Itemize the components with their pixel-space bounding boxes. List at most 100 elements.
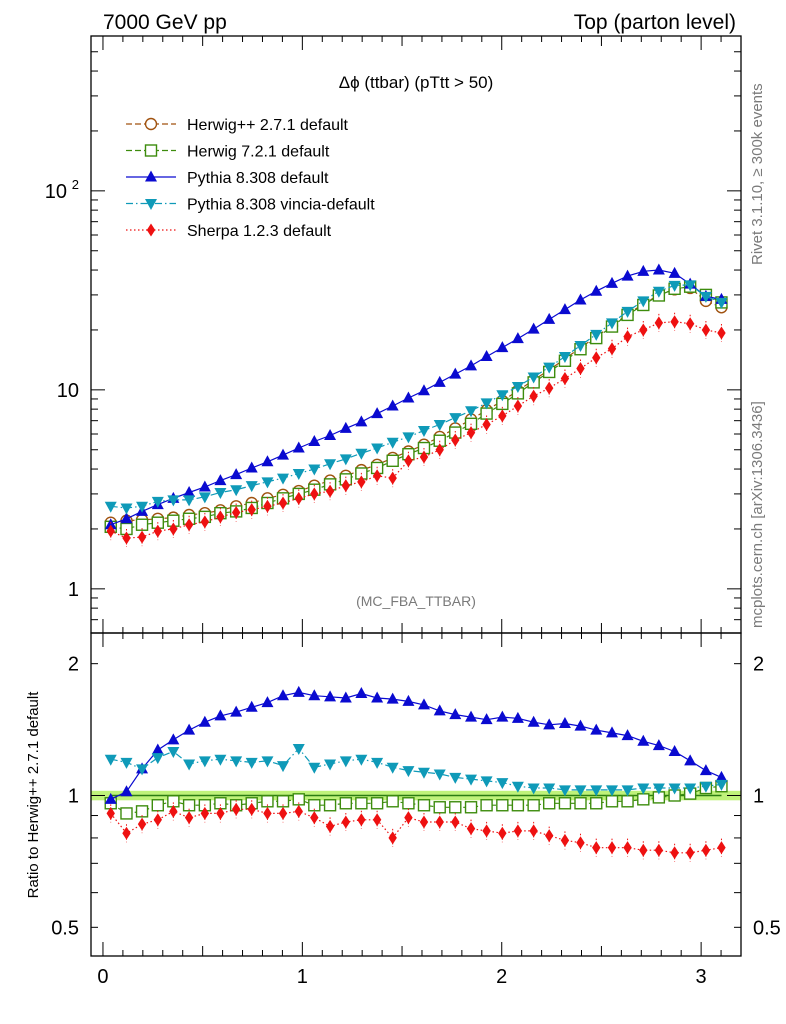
ratio-series-3-point [198, 756, 211, 768]
mcplots-label: mcplots.cern.ch [arXiv:1306.3436] [749, 401, 766, 628]
main-series-3-point [511, 381, 524, 393]
ratio-series-3-point [496, 778, 509, 790]
main-series-2-point [590, 284, 603, 296]
main-series-2-point [465, 359, 478, 371]
ratio-series-4-point [685, 846, 695, 860]
main-series-2-point [230, 468, 243, 480]
ratio-series-4-point [137, 817, 147, 831]
main-series-4-point [372, 469, 382, 483]
ratio-series-2-point [308, 689, 321, 701]
main-series-2-point [386, 399, 399, 411]
main-series-4-point [106, 524, 115, 538]
ratio-series-1-point [355, 797, 368, 810]
ratio-series-2-point [230, 705, 243, 717]
main-series-3-point [699, 291, 712, 303]
main-series-4-point [137, 530, 147, 544]
ratio-series-3-point [214, 754, 227, 766]
main-series-4-line [110, 321, 722, 539]
ratio-series-2-point [183, 723, 196, 735]
main-series-3-point [715, 297, 728, 309]
main-series-2-point [480, 350, 493, 362]
main-series-2-point [449, 367, 462, 379]
main-series-4-point [717, 326, 726, 340]
main-series-2-point [668, 266, 681, 278]
ratio-series-3-point [245, 757, 258, 769]
ratio-series-3-point [465, 774, 478, 786]
ratio-series-1-point [433, 801, 446, 814]
main-series-3-point [230, 485, 243, 497]
main-series-4-point [670, 315, 679, 329]
ratio-series-2-point [480, 713, 493, 725]
main-series-3-point [543, 362, 556, 374]
ratio-series-2-point [277, 689, 290, 701]
ratio-series-2-point [637, 734, 650, 746]
ratio-series-3-point [449, 772, 462, 784]
ratio-series-1-point [120, 807, 133, 820]
ratio-series-1-point [261, 795, 274, 808]
main-series-2-point [543, 312, 556, 324]
main-series-4-point [685, 317, 695, 331]
main-series-3-point [590, 329, 603, 341]
main-series-layer [104, 263, 728, 548]
ratio-series-2-point [699, 764, 712, 776]
ratio-series-2-point [527, 715, 540, 727]
main-series-3-point [605, 318, 618, 330]
main-series-3-point [261, 477, 274, 489]
ratio-series-3-point [621, 785, 634, 797]
ratio-series-2-point [339, 691, 352, 703]
ratio-series-4-point [623, 841, 632, 855]
ratio-series-3-line [110, 747, 722, 791]
ratio-series-4-point [388, 831, 397, 845]
legend-marker [144, 144, 158, 157]
ratio-series-3-point [261, 756, 274, 768]
main-series-2-point [417, 384, 430, 396]
main-series-3-point [558, 352, 571, 364]
legend-label: Sherpa 1.2.3 default [187, 223, 332, 240]
ratio-series-1-point [511, 799, 525, 812]
ratio-series-2-point [324, 690, 337, 702]
main-series-4-point [263, 499, 272, 513]
ratio-ytick-label-right: 1 [753, 785, 764, 807]
ratio-series-2-point [652, 739, 665, 751]
ratio-series-4-point [310, 811, 319, 825]
ratio-series-2-point [402, 694, 415, 706]
ratio-series-2-point [386, 692, 399, 704]
ratio-series-4-point [169, 804, 178, 818]
main-series-4-point [435, 443, 444, 457]
main-series-3-point [167, 495, 180, 507]
main-series-3-point [386, 437, 399, 449]
main-series-3-point [496, 390, 509, 402]
main-series-2-point [605, 276, 618, 288]
main-series-2-point [527, 322, 540, 334]
main-series-4-point [325, 484, 335, 498]
ratio-series-4-point [498, 826, 507, 840]
ratio-series-4-point [247, 802, 256, 816]
ratio-series-1-point [276, 795, 290, 808]
ratio-frame [90, 632, 742, 957]
ratio-series-3-point [371, 757, 384, 769]
ratio-series-3-point [402, 766, 415, 778]
ratio-series-4-point [529, 824, 538, 838]
ratio-series-3-point [668, 783, 681, 795]
ratio-series-4-point [357, 813, 366, 827]
main-series-2-point [277, 448, 290, 460]
ratio-series-1-point [386, 795, 399, 808]
ratio-series-4-point [560, 833, 570, 847]
ratio-series-1-point [402, 797, 415, 810]
main-series-3-point [637, 296, 650, 308]
main-series-3-point [151, 496, 164, 508]
ratio-series-2-point [496, 710, 509, 722]
ratio-series-2 [104, 685, 728, 804]
ratio-series-1-point [480, 799, 493, 812]
ratio-series-1-point [605, 795, 619, 808]
ratio-series-2-point [417, 698, 430, 710]
main-series-3-point [136, 501, 149, 513]
ratio-series-4-point [404, 811, 413, 825]
main-series-3-point [433, 419, 446, 431]
main-series-3-point [324, 459, 337, 471]
ratio-series-1-point [527, 799, 540, 812]
ratio-series-3-point [292, 744, 305, 756]
main-series-3-point [574, 341, 587, 353]
main-series-3-point [198, 492, 211, 504]
ratio-series-2-point [558, 717, 571, 729]
